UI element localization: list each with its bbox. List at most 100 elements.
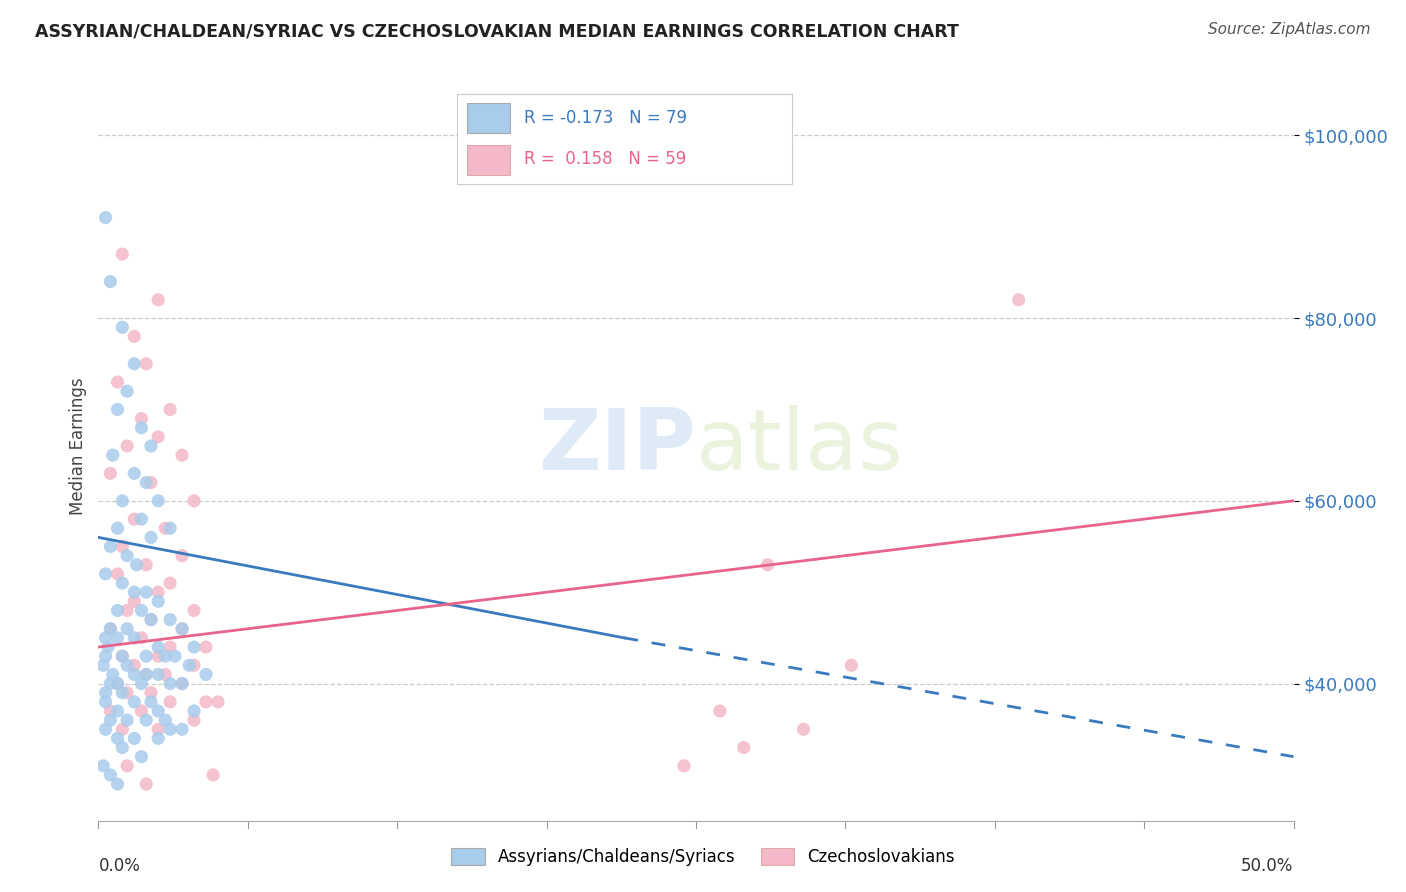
Point — [135, 649, 157, 664]
Point — [125, 558, 148, 572]
Point — [131, 676, 153, 690]
Point — [115, 713, 138, 727]
Point — [148, 594, 170, 608]
Point — [155, 713, 177, 727]
Point — [111, 740, 134, 755]
Point — [98, 275, 122, 289]
Point — [135, 585, 157, 599]
Point — [207, 695, 229, 709]
Point — [107, 521, 129, 535]
Point — [139, 613, 162, 627]
Point — [139, 530, 162, 544]
Point — [139, 439, 162, 453]
Y-axis label: Median Earnings: Median Earnings — [69, 377, 87, 515]
Point — [131, 631, 153, 645]
Point — [195, 667, 218, 681]
Point — [139, 686, 162, 700]
Point — [148, 640, 170, 654]
Text: atlas: atlas — [696, 404, 904, 488]
Point — [148, 649, 170, 664]
Point — [94, 723, 117, 737]
Point — [172, 622, 194, 636]
Point — [172, 676, 194, 690]
Point — [172, 676, 194, 690]
Point — [115, 603, 138, 617]
Point — [159, 402, 181, 417]
Point — [172, 549, 194, 563]
Point — [139, 613, 162, 627]
Point — [98, 768, 122, 782]
Text: Source: ZipAtlas.com: Source: ZipAtlas.com — [1208, 22, 1371, 37]
Point — [107, 603, 129, 617]
Point — [94, 695, 117, 709]
Point — [195, 695, 218, 709]
Point — [111, 649, 134, 664]
Point — [115, 549, 138, 563]
Point — [1378, 786, 1400, 800]
Point — [98, 713, 122, 727]
Point — [111, 493, 134, 508]
Point — [115, 686, 138, 700]
Point — [183, 640, 205, 654]
Point — [148, 723, 170, 737]
Point — [124, 667, 146, 681]
Point — [148, 585, 170, 599]
Point — [97, 640, 120, 654]
Point — [135, 357, 157, 371]
Point — [91, 658, 114, 673]
Point — [841, 658, 863, 673]
Point — [131, 512, 153, 526]
Point — [183, 603, 205, 617]
Point — [115, 622, 138, 636]
Point — [94, 649, 117, 664]
Point — [107, 402, 129, 417]
Point — [101, 448, 124, 462]
Point — [111, 686, 134, 700]
Point — [135, 777, 157, 791]
Point — [131, 603, 153, 617]
Point — [94, 686, 117, 700]
Point — [124, 631, 146, 645]
Point — [1008, 293, 1031, 307]
Point — [124, 658, 146, 673]
Point — [124, 329, 146, 343]
Point — [131, 411, 153, 425]
Point — [91, 759, 114, 773]
Point — [183, 658, 205, 673]
Point — [131, 704, 153, 718]
Point — [148, 731, 170, 746]
Legend: Assyrians/Chaldeans/Syriacs, Czechoslovakians: Assyrians/Chaldeans/Syriacs, Czechoslova… — [443, 840, 963, 875]
Point — [98, 467, 122, 481]
Point — [94, 211, 117, 225]
Point — [111, 576, 134, 591]
Point — [135, 667, 157, 681]
Point — [135, 558, 157, 572]
Point — [124, 357, 146, 371]
Point — [195, 640, 218, 654]
Point — [98, 540, 122, 554]
Point — [115, 658, 138, 673]
Point — [98, 622, 122, 636]
Point — [107, 375, 129, 389]
Point — [202, 768, 225, 782]
Point — [94, 566, 117, 581]
Point — [111, 320, 134, 334]
Point — [124, 695, 146, 709]
Point — [107, 704, 129, 718]
Point — [111, 649, 134, 664]
Point — [94, 631, 117, 645]
Text: 50.0%: 50.0% — [1241, 857, 1294, 875]
Point — [135, 667, 157, 681]
Point — [124, 467, 146, 481]
Point — [131, 421, 153, 435]
Point — [159, 521, 181, 535]
Point — [107, 566, 129, 581]
Point — [139, 695, 162, 709]
Point — [159, 613, 181, 627]
Point — [131, 749, 153, 764]
Point — [183, 713, 205, 727]
Point — [172, 622, 194, 636]
Point — [148, 430, 170, 444]
Point — [756, 558, 779, 572]
Point — [124, 731, 146, 746]
